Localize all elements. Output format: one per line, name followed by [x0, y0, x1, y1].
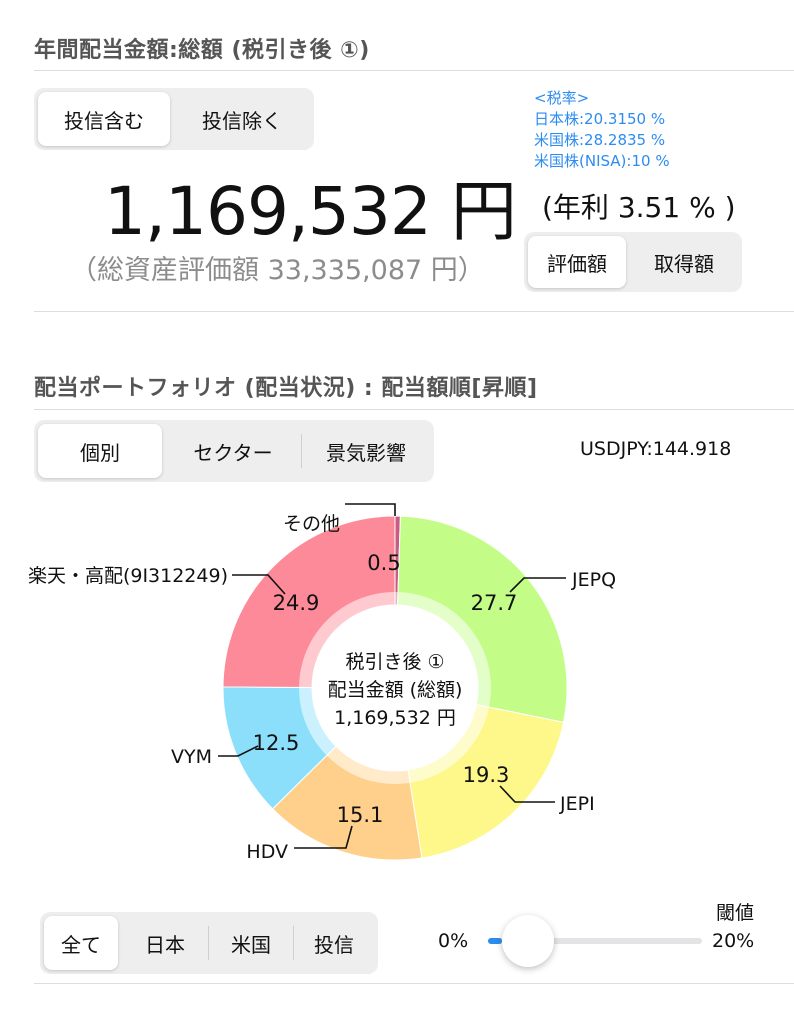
leader-line-rakuten: [232, 574, 286, 595]
filter-tab-funds[interactable]: 投信: [314, 932, 354, 957]
leader-line-jepq: [509, 577, 566, 593]
slice-value-jepq: 27.7: [471, 591, 518, 615]
include-funds-tab[interactable]: 投信含む: [38, 92, 170, 146]
leader-line-jepi: [499, 785, 555, 803]
fund-inclusion-toggle[interactable]: 投信含む 投信除く: [34, 88, 314, 150]
portfolio-title: 配当ポートフォリオ (配当状況) : 配当額順[昇順]: [34, 376, 538, 401]
slider-min-label: 0%: [438, 930, 469, 952]
tab-separator: [208, 926, 209, 960]
usdjpy-rate: USDJPY:144.918: [580, 438, 732, 460]
threshold-label: 閾値: [716, 902, 755, 924]
tax-rate-us: 米国株:28.2835 %: [534, 131, 666, 149]
tax-rate-us-nisa: 米国株(NISA):10 %: [534, 152, 670, 170]
portfolio-view-tabs[interactable]: 個別 セクター 景気影響: [34, 420, 434, 482]
tax-rate-header: <税率>: [534, 89, 590, 107]
annual-yield: (年利 3.51 % ): [542, 191, 736, 224]
leader-line-other: [345, 503, 396, 516]
region-filter-tabs[interactable]: 全て 日本 米国 投信: [40, 912, 378, 974]
leader-line-vym: [218, 745, 259, 757]
threshold-slider-fill: [488, 938, 502, 944]
threshold-slider-thumb[interactable]: [502, 915, 554, 967]
divider: [34, 70, 794, 71]
slice-name-vym: VYM: [171, 746, 212, 768]
total-assets-value: （総資産評価額 33,335,087 円）: [70, 255, 485, 286]
slice-value-other: 0.5: [367, 551, 400, 575]
acquisition-value-tab[interactable]: 取得額: [654, 251, 714, 276]
threshold-slider-track[interactable]: [488, 938, 702, 944]
divider: [34, 409, 794, 410]
tab-separator: [293, 926, 294, 960]
divider: [34, 311, 794, 312]
view-tab-sector[interactable]: セクター: [193, 440, 273, 465]
leader-line-hdv: [294, 825, 353, 849]
slider-max-label: 20%: [712, 930, 755, 952]
view-tab-economic-impact[interactable]: 景気影響: [326, 440, 406, 465]
slice-name-jepi: JEPI: [559, 793, 595, 815]
annual-dividend-amount: 1,169,532 円: [104, 173, 517, 250]
slice-value-hdv: 15.1: [337, 803, 384, 827]
slice-name-hdv: HDV: [246, 841, 288, 863]
filter-tab-all[interactable]: 全て: [44, 916, 118, 970]
slice-value-rakuten: 24.9: [273, 591, 320, 615]
filter-tab-japan[interactable]: 日本: [145, 932, 185, 957]
tax-rate-japan: 日本株:20.3150 %: [534, 110, 666, 128]
slice-name-jepq: JEPQ: [571, 569, 616, 591]
donut-center-tax-label: 税引き後 ①: [345, 651, 444, 673]
slice-name-rakuten: 楽天・高配(9I312249): [28, 565, 228, 587]
exclude-funds-tab[interactable]: 投信除く: [202, 108, 282, 133]
donut-hole: [312, 605, 478, 771]
divider: [34, 983, 794, 984]
market-value-tab[interactable]: 評価額: [528, 236, 626, 288]
slice-value-vym: 12.5: [253, 731, 300, 755]
tab-separator: [301, 434, 302, 468]
donut-center-amount: 1,169,532 円: [334, 707, 456, 729]
filter-tab-us[interactable]: 米国: [231, 932, 271, 957]
view-tab-individual[interactable]: 個別: [38, 424, 162, 478]
value-basis-toggle[interactable]: 評価額 取得額: [524, 232, 742, 292]
annual-dividend-title: 年間配当金額:総額 (税引き後 ①): [34, 38, 370, 63]
slice-value-jepi: 19.3: [463, 763, 510, 787]
slice-name-other: その他: [283, 513, 340, 535]
donut-center-title: 配当金額 (総額): [328, 679, 463, 701]
dividend-donut-chart: 0.5 27.7 19.3 15.1 12.5 24.9 その他 JEPQ JE…: [28, 503, 616, 863]
